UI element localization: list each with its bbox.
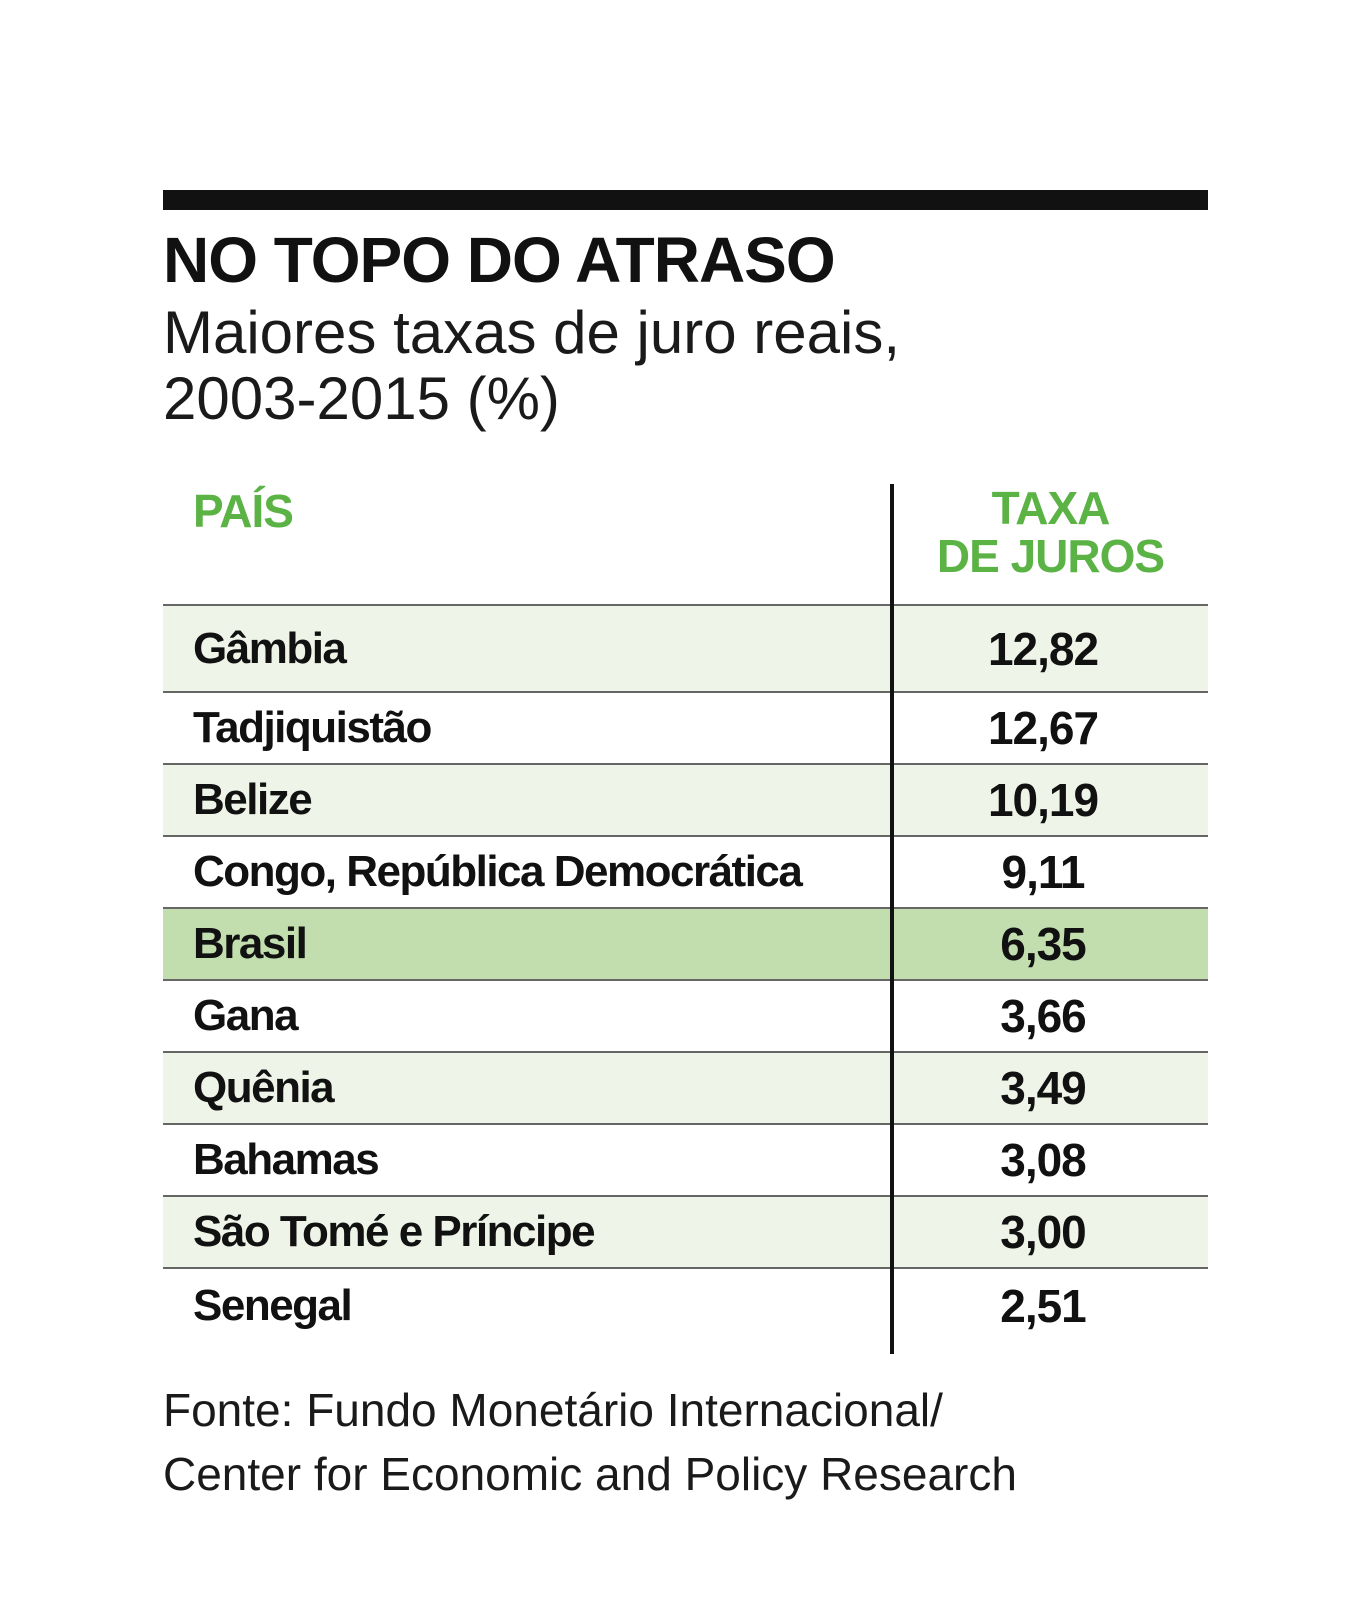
source-note: Fonte: Fundo Monetário Internacional/ Ce… <box>163 1378 1017 1506</box>
subtitle-line-2: 2003-2015 (%) <box>163 365 560 432</box>
country-cell: Senegal <box>193 1281 353 1330</box>
country-cell: Gana <box>193 991 299 1040</box>
rate-cell: 3,49 <box>1000 1062 1087 1114</box>
country-cell: Congo, República Democrática <box>193 847 803 896</box>
table-row: Congo, República Democrática 9,11 <box>163 837 1208 909</box>
chart-subtitle: Maiores taxas de juro reais, 2003-2015 (… <box>163 300 1063 432</box>
rate-cell: 3,08 <box>1000 1134 1087 1186</box>
rate-cell: 3,66 <box>1000 990 1087 1042</box>
table-row: Quênia 3,49 <box>163 1053 1208 1125</box>
country-cell: Tadjiquistão <box>193 703 432 752</box>
subtitle-line-1: Maiores taxas de juro reais, <box>163 299 900 366</box>
rate-cell: 12,82 <box>987 622 1099 675</box>
table-row: Bahamas 3,08 <box>163 1125 1208 1197</box>
table-row-highlighted: Brasil 6,35 <box>163 909 1208 981</box>
country-cell: Quênia <box>193 1063 335 1112</box>
rates-table: PAÍS TAXA DE JUROS Gâmbia 12,82 Tadjiquist… <box>163 484 1208 1354</box>
table-row: Tadjiquistão 12,67 <box>163 693 1208 765</box>
country-cell: Gâmbia <box>193 623 347 673</box>
source-line-2: Center for Economic and Policy Research <box>163 1448 1017 1500</box>
header-rate-line-2: DE JUROS <box>936 530 1165 582</box>
country-cell: São Tomé e Príncipe <box>193 1207 596 1256</box>
rate-cell: 12,67 <box>987 702 1099 754</box>
table-row: São Tomé e Príncipe 3,00 <box>163 1197 1208 1269</box>
rate-cell: 2,51 <box>1000 1280 1087 1332</box>
country-cell: Bahamas <box>193 1135 380 1184</box>
rate-cell: 6,35 <box>1000 918 1087 970</box>
rate-cell: 10,19 <box>987 774 1099 826</box>
rate-cell: 9,11 <box>1001 846 1086 898</box>
source-line-1: Fonte: Fundo Monetário Internacional/ <box>163 1384 943 1436</box>
top-rule <box>163 190 1208 210</box>
table-header: PAÍS TAXA DE JUROS <box>163 484 1208 604</box>
header-rate: TAXA DE JUROS <box>893 484 1208 580</box>
table-row: Belize 10,19 <box>163 765 1208 837</box>
table-row: Senegal 2,51 <box>163 1269 1208 1343</box>
header-country: PAÍS <box>193 485 294 537</box>
column-divider <box>890 484 894 1354</box>
header-rate-line-1: TAXA <box>991 482 1111 534</box>
table-body: Gâmbia 12,82 Tadjiquistão 12,67 Belize 10,19 C… <box>163 604 1208 1343</box>
table-row: Gana 3,66 <box>163 981 1208 1053</box>
country-cell: Belize <box>193 775 313 824</box>
country-cell: Brasil <box>193 919 308 968</box>
rate-cell: 3,00 <box>1000 1206 1087 1258</box>
table-row: Gâmbia 12,82 <box>163 606 1208 693</box>
chart-title: NO TOPO DO ATRASO <box>163 224 836 296</box>
